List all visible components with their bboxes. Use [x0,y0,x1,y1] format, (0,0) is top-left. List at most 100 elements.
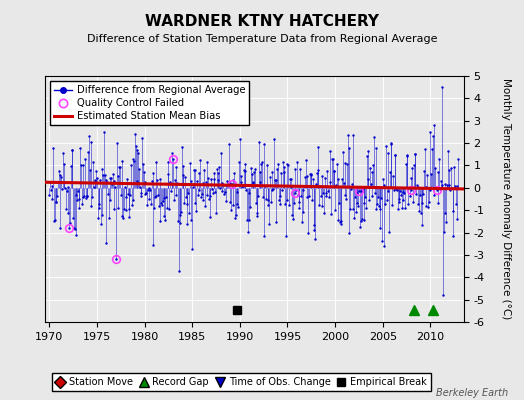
Point [347,186,355,192]
Point [294,199,303,206]
Point [142,189,150,196]
Point [301,173,309,180]
Point [49,144,58,151]
Point [244,228,252,235]
Point [80,193,89,199]
Point [159,195,168,201]
Point [66,220,74,226]
Point [426,129,434,135]
Point [243,217,251,223]
Point [300,183,308,190]
Point [210,176,218,182]
Point [134,150,143,156]
Point [182,194,190,200]
Point [256,179,265,186]
Point [253,210,261,216]
Point [144,196,152,202]
Point [391,152,400,158]
Point [96,177,104,183]
Point [310,227,319,234]
Point [178,144,186,150]
Point [187,216,195,223]
Point [148,177,156,184]
Point [45,192,53,198]
Point [283,160,292,167]
Point [421,203,430,210]
Point [76,145,84,152]
Point [220,190,228,197]
Point [296,166,304,172]
Point [395,199,403,206]
Point [200,166,209,173]
Point [138,135,146,141]
Point [100,128,108,135]
Point [435,156,443,162]
Point [319,190,328,197]
Point [344,132,352,138]
Point [387,140,395,146]
Point [183,201,192,207]
Point [446,187,454,194]
Point [83,193,92,200]
Point [268,169,277,175]
Point [125,214,133,220]
Point [401,160,410,167]
Point [245,216,254,223]
Point [209,189,217,196]
Point [99,166,107,172]
Legend: Difference from Regional Average, Quality Control Failed, Estimated Station Mean: Difference from Regional Average, Qualit… [50,81,249,125]
Point [338,176,346,182]
Point [213,166,221,172]
Point [264,202,272,208]
Point [452,201,460,208]
Point [230,170,238,176]
Point [429,133,437,139]
Point [213,170,222,176]
Point [188,246,196,252]
Point [246,204,254,210]
Point [244,190,253,197]
Point [225,141,233,147]
Point [370,190,379,196]
Point [304,230,312,236]
Point [418,200,427,206]
Point [122,194,130,201]
Point [267,187,276,194]
Point [370,134,378,140]
Point [341,192,350,198]
Point [322,190,331,196]
Point [414,201,423,207]
Point [293,191,302,198]
Point [423,171,431,178]
Point [366,164,374,171]
Point [347,181,356,188]
Point [110,205,118,212]
Point [108,180,116,187]
Point [343,161,351,167]
Point [105,215,113,222]
Point [404,201,412,207]
Point [205,196,213,202]
Point [431,165,439,172]
Point [291,190,300,197]
Point [298,209,307,216]
Point [122,207,130,214]
Point [445,167,454,174]
Point [350,214,358,221]
Point [121,184,129,190]
Point [377,195,385,201]
Point [403,152,411,158]
Point [90,177,99,183]
Point [313,167,322,173]
Point [128,156,137,162]
Point [95,204,104,211]
Point [441,181,450,188]
Point [432,187,441,193]
Point [113,172,122,179]
Point [225,180,234,186]
Point [361,217,369,223]
Point [123,176,132,183]
Point [363,153,371,160]
Point [99,172,107,178]
Point [330,168,338,174]
